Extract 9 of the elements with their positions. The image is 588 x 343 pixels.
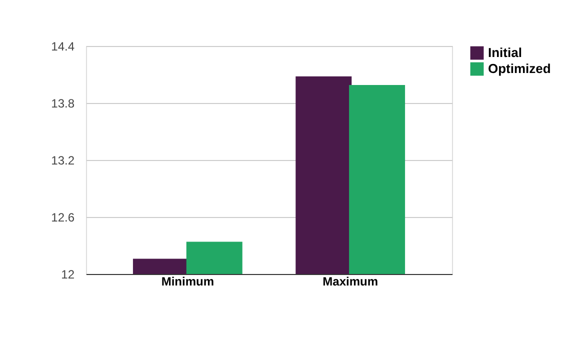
x-tick-label: Maximum [322,274,378,288]
y-tick-label: 13.2 [51,154,75,168]
y-tick-label: 14.4 [51,40,75,54]
y-tick-label: 12 [61,268,75,282]
legend-label: Initial [488,45,522,60]
legend-label: Optimized [488,61,551,76]
y-tick-label: 13.8 [51,96,75,110]
x-tick-label: Minimum [161,274,214,288]
y-tick-label: 12.6 [51,210,75,224]
